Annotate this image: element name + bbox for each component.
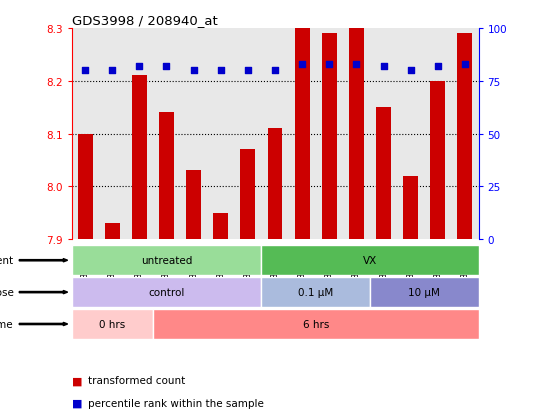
- Bar: [458, 34, 472, 240]
- Bar: [213, 213, 228, 240]
- Bar: [72, 309, 153, 339]
- Bar: [186, 171, 201, 240]
- Point: [352, 62, 361, 68]
- Bar: [261, 246, 478, 275]
- Bar: [349, 29, 364, 240]
- Bar: [153, 309, 478, 339]
- Bar: [430, 82, 446, 240]
- Bar: [132, 76, 147, 240]
- Point: [81, 68, 90, 74]
- Bar: [261, 278, 370, 307]
- Bar: [376, 108, 391, 240]
- Text: GDS3998 / 208940_at: GDS3998 / 208940_at: [72, 14, 217, 27]
- Bar: [295, 29, 310, 240]
- Bar: [267, 129, 283, 240]
- Text: VX: VX: [363, 256, 377, 266]
- Text: time: time: [0, 319, 14, 329]
- Text: 0.1 μM: 0.1 μM: [298, 287, 333, 297]
- Bar: [159, 113, 174, 240]
- Point: [325, 62, 334, 68]
- Point: [189, 68, 198, 74]
- Text: ■: ■: [72, 398, 82, 408]
- Point: [271, 68, 279, 74]
- Text: 10 μM: 10 μM: [408, 287, 440, 297]
- Point: [298, 62, 306, 68]
- Text: 6 hrs: 6 hrs: [302, 319, 329, 329]
- Point: [406, 68, 415, 74]
- Point: [162, 64, 171, 70]
- Bar: [72, 246, 261, 275]
- Bar: [72, 278, 261, 307]
- Bar: [104, 224, 120, 240]
- Text: untreated: untreated: [141, 256, 192, 266]
- Point: [379, 64, 388, 70]
- Bar: [322, 34, 337, 240]
- Text: control: control: [148, 287, 185, 297]
- Bar: [403, 176, 418, 240]
- Point: [433, 64, 442, 70]
- Bar: [370, 278, 478, 307]
- Text: transformed count: transformed count: [88, 375, 185, 385]
- Point: [135, 64, 144, 70]
- Text: ■: ■: [72, 375, 82, 385]
- Text: percentile rank within the sample: percentile rank within the sample: [88, 398, 264, 408]
- Text: dose: dose: [0, 287, 14, 297]
- Point: [216, 68, 225, 74]
- Bar: [240, 150, 255, 240]
- Text: 0 hrs: 0 hrs: [99, 319, 125, 329]
- Text: agent: agent: [0, 256, 14, 266]
- Point: [460, 62, 469, 68]
- Point: [244, 68, 252, 74]
- Bar: [78, 134, 92, 240]
- Point: [108, 68, 117, 74]
